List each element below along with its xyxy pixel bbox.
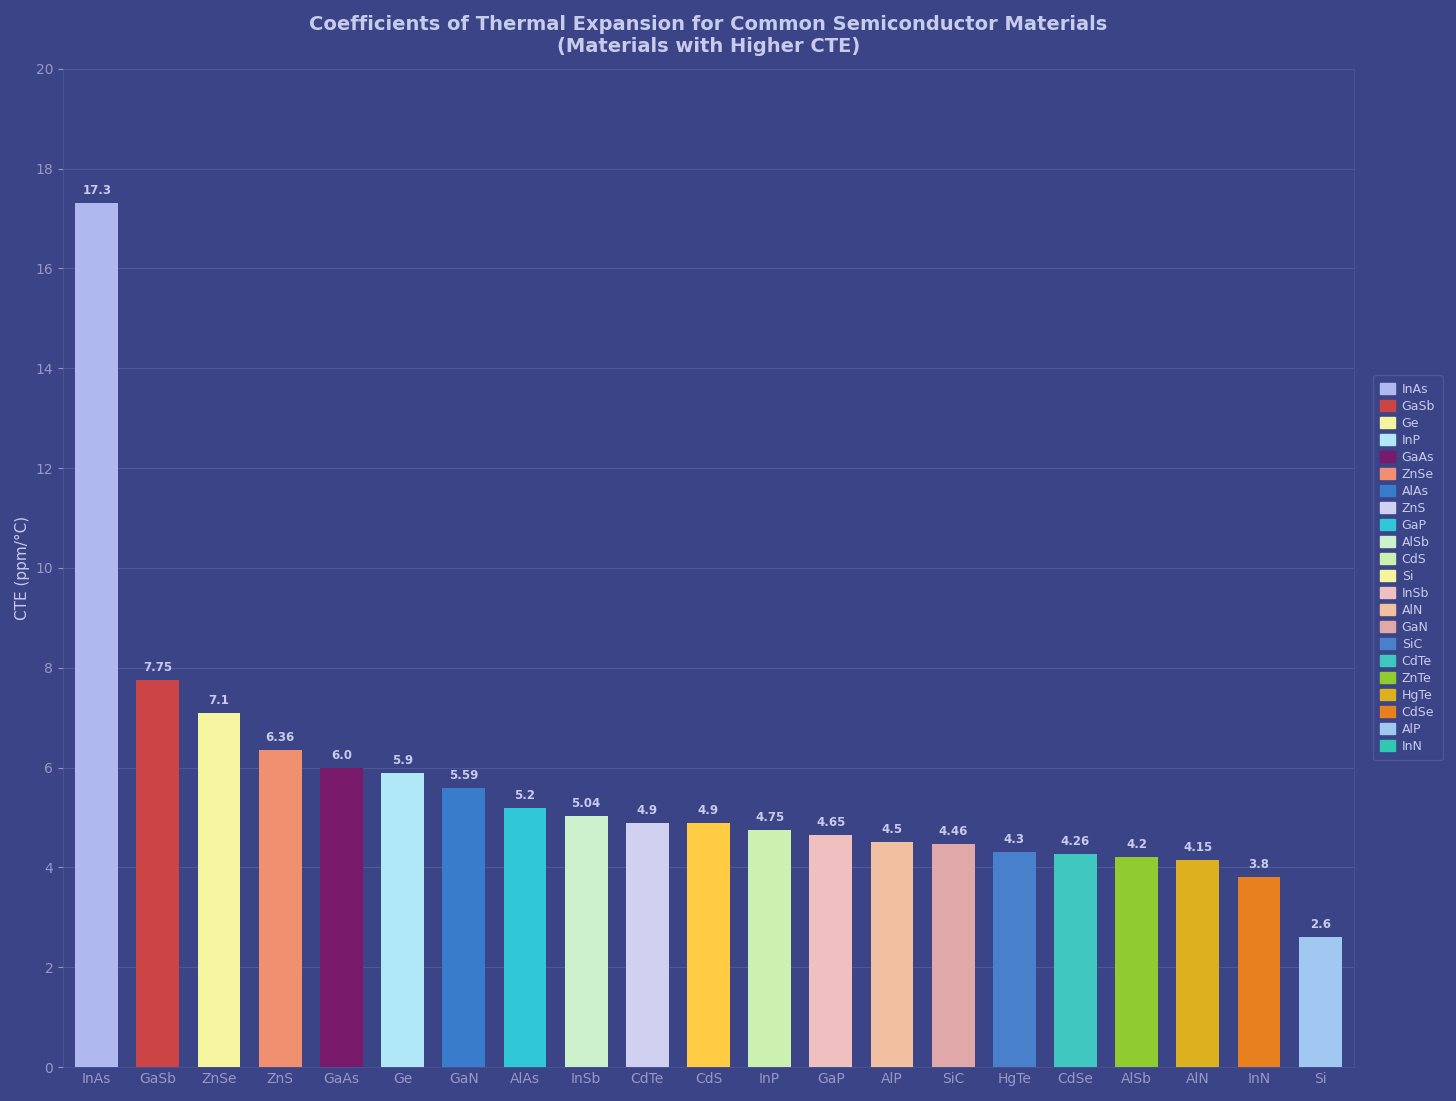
Text: 4.9: 4.9 [697,804,719,817]
Bar [320,767,363,1067]
Bar [137,680,179,1067]
Text: 4.3: 4.3 [1003,833,1025,847]
Bar [1054,854,1096,1067]
Bar [1115,858,1158,1067]
Bar [626,822,668,1067]
Title: Coefficients of Thermal Expansion for Common Semiconductor Materials
(Materials : Coefficients of Thermal Expansion for Co… [309,15,1108,56]
Bar [932,844,974,1067]
Text: 4.2: 4.2 [1125,839,1147,851]
Text: 4.75: 4.75 [756,811,785,824]
Text: 5.9: 5.9 [392,753,414,766]
Text: 4.46: 4.46 [939,826,968,839]
Bar [381,773,424,1067]
Text: 5.04: 5.04 [571,796,601,809]
Text: 6.36: 6.36 [265,731,296,743]
Y-axis label: CTE (ppm/°C): CTE (ppm/°C) [15,516,31,620]
Text: 6.0: 6.0 [331,749,352,762]
Bar [198,712,240,1067]
Text: 7.75: 7.75 [143,662,172,674]
Legend: InAs, GaSb, Ge, InP, GaAs, ZnSe, AlAs, ZnS, GaP, AlSb, CdS, Si, InSb, AlN, GaN, : InAs, GaSb, Ge, InP, GaAs, ZnSe, AlAs, Z… [1373,375,1443,761]
Text: 4.5: 4.5 [881,824,903,837]
Text: 5.2: 5.2 [514,788,536,802]
Text: 4.65: 4.65 [817,816,846,829]
Bar [504,807,546,1067]
Bar [810,835,852,1067]
Text: 7.1: 7.1 [208,694,230,707]
Text: 2.6: 2.6 [1310,918,1331,931]
Bar [76,204,118,1067]
Bar [871,842,913,1067]
Text: 3.8: 3.8 [1248,859,1270,871]
Bar [748,830,791,1067]
Bar [259,750,301,1067]
Bar [687,822,729,1067]
Bar [993,852,1035,1067]
Text: 4.9: 4.9 [636,804,658,817]
Bar [443,788,485,1067]
Text: 5.59: 5.59 [448,770,479,782]
Text: 4.15: 4.15 [1184,841,1213,854]
Bar [565,816,607,1067]
Text: 4.26: 4.26 [1061,836,1091,849]
Text: 17.3: 17.3 [82,185,111,197]
Bar [1299,937,1341,1067]
Bar [1176,860,1219,1067]
Bar [1238,877,1280,1067]
